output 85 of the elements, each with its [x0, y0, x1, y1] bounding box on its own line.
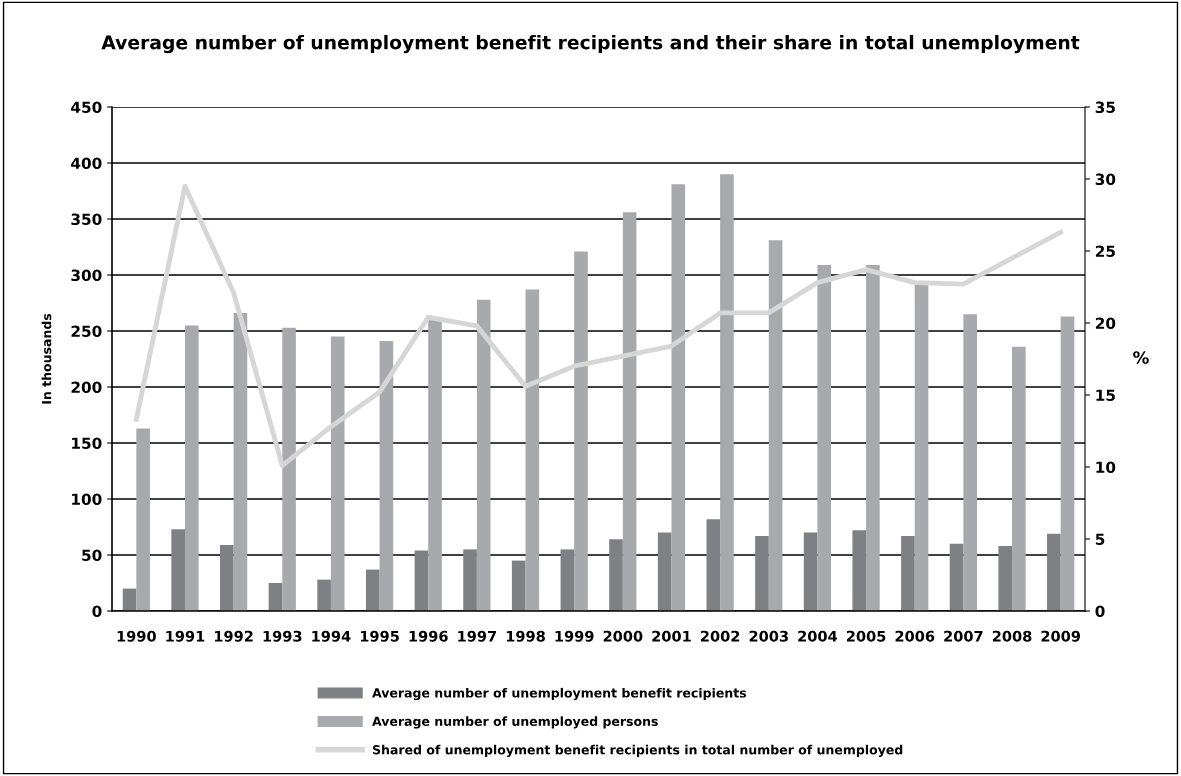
x-tick-label: 1994	[312, 630, 351, 642]
bar	[428, 319, 442, 611]
bar	[184, 325, 199, 611]
y2-tick-label: 15	[1096, 389, 1115, 402]
y-tick-label: 100	[72, 493, 102, 506]
x-tick-label: 2002	[700, 630, 740, 642]
bar	[768, 240, 783, 611]
bar	[463, 549, 477, 611]
legend-label: Shared of unemployment benefit recipients in total number of unemployed	[372, 744, 903, 757]
y-tick-label: 0	[92, 605, 102, 618]
x-tick-label: 2003	[749, 630, 788, 642]
y-tick-label: 450	[71, 101, 102, 114]
x-tick-label: 1991	[166, 630, 205, 642]
chart-title: Average number of unemployment benefit recipients and their share in total unemployment	[101, 34, 1080, 54]
x-tick-label: 2007	[944, 630, 983, 642]
y2-tick-label: 35	[1095, 101, 1115, 114]
bar	[914, 283, 929, 611]
bar	[720, 174, 734, 611]
x-tick-label: 1999	[555, 630, 594, 642]
bar	[657, 532, 672, 611]
y2-tick-label: 10	[1096, 461, 1116, 474]
bar	[365, 569, 380, 611]
y-axis-title: In thousands	[41, 313, 52, 404]
x-tick-label: 2009	[1041, 630, 1081, 642]
x-tick-label: 1992	[214, 630, 253, 642]
x-tick-label: 1990	[117, 630, 156, 642]
y-tick-label: 200	[71, 381, 102, 394]
x-tick-label: 1995	[360, 630, 399, 642]
y2-tick-label: 0	[1095, 605, 1105, 618]
legend-label: Average number of unemployment benefit recipients	[372, 687, 747, 701]
bar	[220, 544, 234, 611]
y-tick-label: 300	[71, 269, 102, 282]
bar	[136, 428, 150, 611]
bar	[476, 299, 491, 611]
y-tick-label: 250	[71, 325, 102, 338]
legend-label: Average number of unemployed persons	[372, 716, 658, 729]
line-series	[133, 183, 1064, 468]
x-tick-label: 2005	[846, 630, 886, 642]
bar	[803, 532, 818, 611]
x-tick-label: 2008	[992, 630, 1032, 642]
bar	[1012, 346, 1026, 611]
bar	[122, 588, 137, 611]
bar	[574, 251, 588, 611]
x-tick-label: 1997	[458, 630, 497, 642]
bar	[1047, 533, 1061, 611]
bar	[379, 341, 394, 611]
bar	[171, 529, 185, 611]
bar	[560, 549, 575, 611]
y-tick-label: 50	[82, 549, 102, 562]
bar	[901, 535, 915, 611]
bar	[963, 314, 977, 611]
bar	[755, 535, 769, 611]
x-tick-label: 1993	[263, 630, 302, 642]
x-tick-label: 2004	[798, 630, 838, 642]
bar	[511, 560, 526, 611]
bar	[1060, 316, 1075, 611]
bar	[622, 212, 637, 611]
bar	[282, 327, 296, 611]
y2-tick-label: 30	[1095, 173, 1116, 186]
bar	[317, 579, 331, 611]
y2-tick-label: 5	[1095, 533, 1105, 546]
bar	[233, 313, 248, 611]
x-tick-label: 1996	[409, 630, 448, 642]
y2-tick-label: 20	[1095, 317, 1116, 330]
y2-tick-label: 25	[1095, 245, 1115, 258]
bar	[268, 583, 283, 611]
bar	[852, 530, 867, 611]
y2-axis-title: %	[1133, 351, 1149, 364]
bar	[817, 264, 832, 611]
bar	[671, 184, 686, 611]
x-tick-label: 2001	[652, 630, 691, 642]
bar	[525, 289, 540, 611]
bar	[330, 336, 345, 611]
x-tick-label: 2000	[603, 630, 643, 642]
bar	[706, 519, 721, 611]
x-tick-label: 1998	[506, 630, 545, 642]
bar	[949, 543, 964, 611]
y-tick-label: 350	[71, 213, 102, 226]
bar	[609, 539, 623, 611]
bar	[998, 546, 1013, 611]
y-tick-label: 400	[71, 157, 102, 170]
bar	[866, 264, 880, 611]
bar	[414, 550, 429, 611]
y-tick-label: 150	[72, 437, 102, 450]
x-tick-label: 2006	[895, 630, 935, 642]
